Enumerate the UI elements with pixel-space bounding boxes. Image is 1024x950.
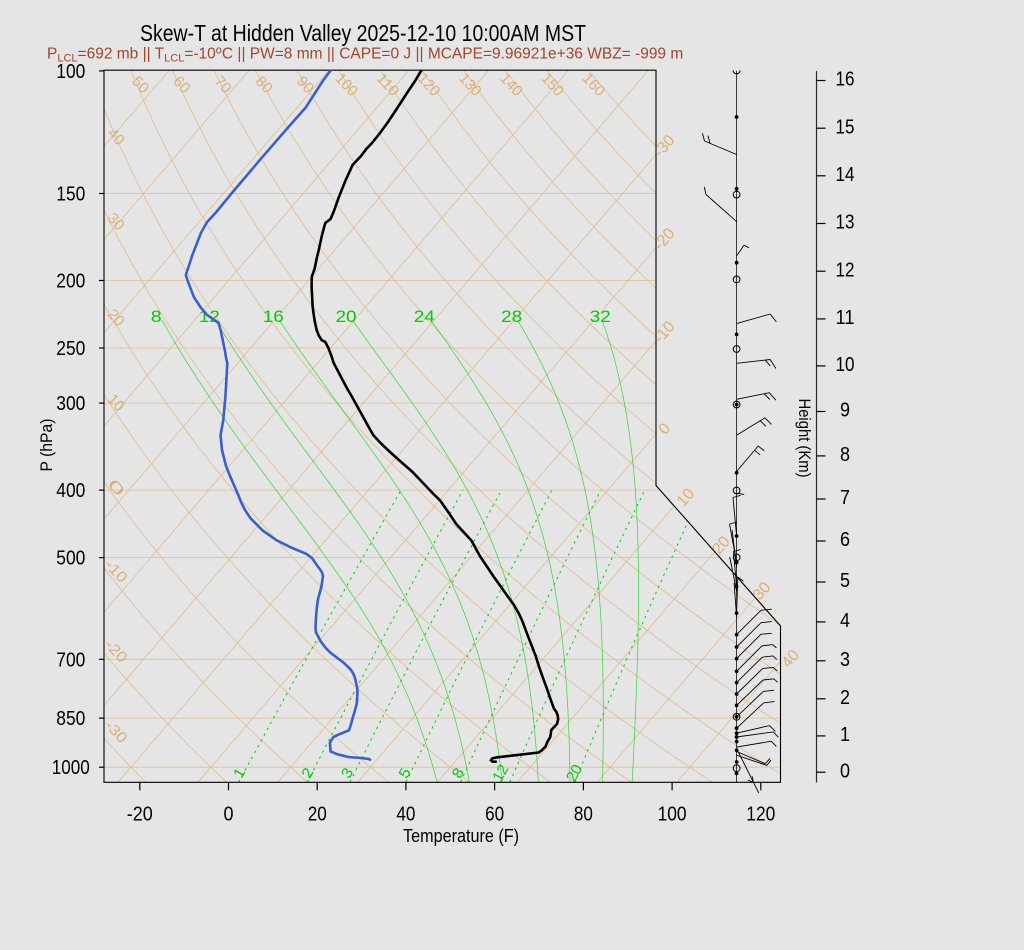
svg-text:13: 13 [836, 212, 855, 234]
svg-text:1000: 1000 [52, 757, 90, 779]
svg-text:150: 150 [56, 184, 85, 206]
svg-text:9: 9 [840, 400, 850, 422]
svg-text:8: 8 [151, 307, 162, 326]
svg-text:850: 850 [56, 708, 85, 730]
svg-text:10: 10 [836, 354, 855, 376]
svg-text:16: 16 [836, 69, 855, 91]
svg-text:14: 14 [836, 164, 855, 186]
svg-text:3: 3 [840, 649, 850, 671]
svg-text:4: 4 [840, 610, 850, 632]
svg-text:100: 100 [658, 804, 687, 826]
svg-text:28: 28 [501, 307, 522, 326]
svg-text:Skew-T at Hidden Valley 2025-1: Skew-T at Hidden Valley 2025-12-10 10:00… [140, 20, 586, 46]
svg-text:0: 0 [840, 760, 850, 782]
svg-text:700: 700 [56, 649, 85, 671]
svg-text:7: 7 [840, 487, 850, 509]
svg-text:32: 32 [590, 307, 611, 326]
svg-text:500: 500 [56, 548, 85, 570]
svg-text:100: 100 [56, 61, 85, 83]
svg-text:-20: -20 [127, 804, 153, 826]
svg-text:PLCL=692 mb || TLCL=-10oC || P: PLCL=692 mb || TLCL=-10oC || PW=8 mm || … [47, 45, 683, 65]
svg-text:200: 200 [56, 271, 85, 293]
svg-text:40: 40 [396, 804, 415, 826]
svg-text:20: 20 [563, 762, 586, 785]
svg-text:12: 12 [489, 762, 512, 785]
svg-text:15: 15 [836, 116, 855, 138]
svg-text:80: 80 [574, 804, 593, 826]
svg-text:5: 5 [840, 570, 850, 592]
svg-text:20: 20 [308, 804, 327, 826]
svg-text:250: 250 [56, 338, 85, 360]
svg-text:P (hPa): P (hPa) [37, 419, 56, 472]
svg-text:400: 400 [56, 480, 85, 502]
svg-text:11: 11 [836, 307, 855, 329]
svg-text:Temperature (F): Temperature (F) [403, 826, 519, 846]
svg-text:Height (Km): Height (Km) [795, 399, 814, 478]
svg-text:120: 120 [746, 804, 775, 826]
svg-text:0: 0 [224, 804, 234, 826]
svg-text:16: 16 [263, 307, 284, 326]
svg-text:24: 24 [414, 307, 435, 326]
svg-text:2: 2 [840, 687, 850, 709]
svg-text:20: 20 [336, 307, 357, 326]
svg-text:8: 8 [840, 444, 850, 466]
svg-text:60: 60 [485, 804, 504, 826]
svg-text:12: 12 [836, 259, 855, 281]
svg-text:300: 300 [56, 393, 85, 415]
svg-text:1: 1 [840, 724, 850, 746]
svg-text:6: 6 [840, 529, 850, 551]
